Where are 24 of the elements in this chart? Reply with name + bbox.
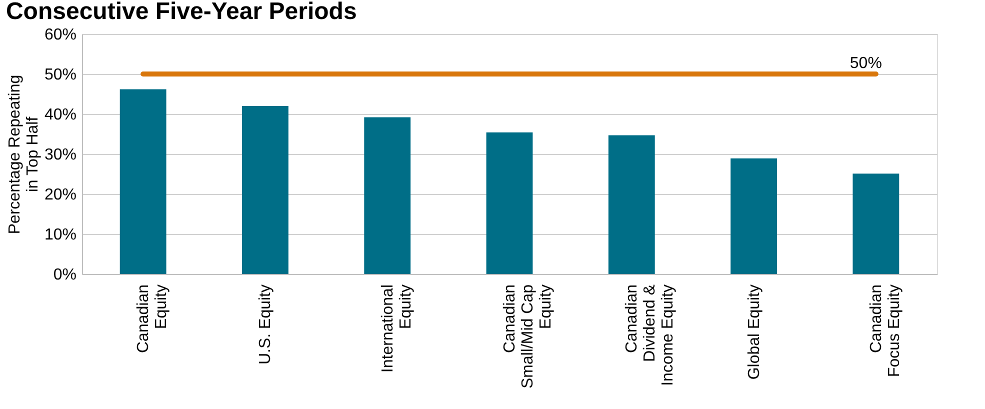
x-tick-label: Global Equity (746, 284, 763, 380)
bar (730, 158, 777, 274)
chart-title: Consecutive Five-Year Periods (6, 0, 357, 25)
y-tick-label: 50% (44, 66, 76, 84)
x-tick-label: Canadian Small/Mid Cap Equity (502, 284, 554, 389)
y-tick-label: 0% (53, 266, 76, 284)
bar (852, 174, 900, 274)
bar (486, 132, 533, 274)
y-tick-label: 30% (44, 146, 76, 164)
x-tick-label: Canadian Equity (135, 284, 170, 353)
bar (242, 106, 288, 274)
y-axis-title: Percentage Repeating in Top Half (6, 74, 42, 234)
y-tick-label: 40% (44, 106, 76, 124)
x-tick-label: Canadian Dividend & Income Equity (624, 284, 677, 386)
x-tick-label: Canadian Focus Equity (868, 284, 903, 377)
y-tick-label: 20% (44, 186, 76, 204)
bar (364, 117, 411, 274)
ref-line-label: 50% (850, 55, 882, 72)
y-tick-label: 10% (44, 226, 76, 244)
bar (608, 135, 655, 274)
x-tick-label: International Equity (379, 284, 414, 373)
bar (120, 89, 166, 274)
y-tick-label: 60% (44, 26, 76, 44)
x-tick-label: U.S. Equity (257, 284, 274, 365)
